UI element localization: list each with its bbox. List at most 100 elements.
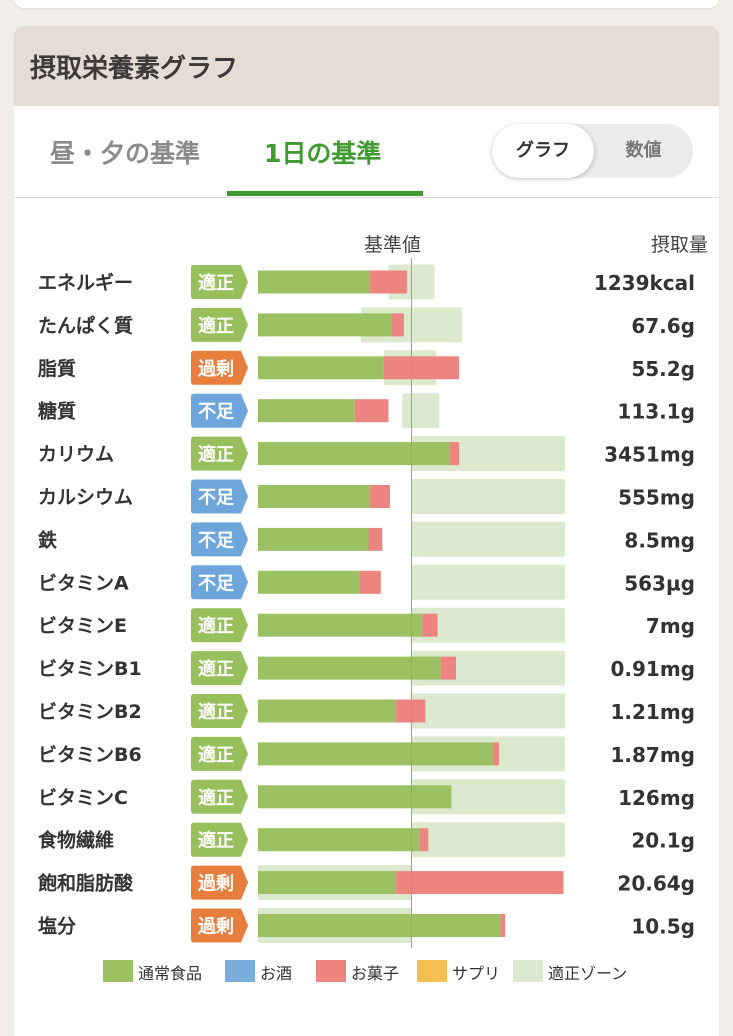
- bar-sweets: [422, 613, 438, 637]
- tab-lunch-dinner-standard[interactable]: 昼・夕の基準: [50, 139, 201, 168]
- bar-normal-food: [258, 356, 384, 380]
- bar-sweets: [419, 828, 429, 852]
- legend-label: 適正ゾーン: [548, 964, 628, 983]
- bar-normal-food: [258, 485, 371, 508]
- intake-value: 67.6g: [631, 314, 695, 338]
- bar-sweets: [396, 699, 426, 723]
- bar-normal-food: [258, 270, 371, 294]
- status-badge-label: 適正: [198, 615, 234, 637]
- toggle-graph-button[interactable]: グラフ: [492, 124, 594, 178]
- nutrient-name: 飽和脂肪酸: [37, 872, 134, 895]
- status-badge-label: 適正: [198, 444, 234, 466]
- status-badge: [191, 608, 248, 643]
- bar-sweets: [396, 871, 564, 895]
- bar-normal-food: [258, 828, 420, 852]
- intake-value: 0.91mg: [610, 657, 695, 681]
- nutrient-name: 糖質: [38, 400, 76, 423]
- status-badge: [191, 565, 248, 600]
- bar-normal-food: [258, 313, 392, 337]
- status-badge-label: 適正: [198, 701, 234, 723]
- intake-value: 126mg: [618, 786, 695, 810]
- active-tab-indicator: [227, 191, 423, 196]
- intake-value: 55.2g: [631, 357, 695, 381]
- nutrient-name: 脂質: [38, 357, 76, 380]
- bar-normal-food: [258, 527, 369, 551]
- bar-normal-food: [258, 871, 397, 895]
- status-badge-label: 不足: [198, 402, 234, 423]
- intake-value: 20.64g: [617, 872, 695, 896]
- status-badge: [191, 694, 248, 728]
- legend-label: 通常食品: [138, 964, 203, 983]
- status-badge: [191, 908, 248, 943]
- intake-value: 1239kcal: [594, 271, 695, 295]
- status-badge-label: 過剰: [198, 873, 234, 895]
- intake-value: 555mg: [618, 486, 695, 510]
- legend-swatch-alcohol: [225, 960, 255, 982]
- status-badge: [191, 393, 248, 428]
- adequate-zone: [411, 521, 565, 557]
- legend-swatch-normal-food: [103, 960, 133, 982]
- bar-sweets: [440, 656, 457, 680]
- legend-label: お酒: [260, 964, 293, 983]
- bar-normal-food: [258, 914, 501, 937]
- bar-normal-food: [258, 742, 493, 766]
- tab-daily-standard[interactable]: 1日の基準: [264, 139, 382, 168]
- intake-value: 20.1g: [631, 829, 695, 853]
- nutrient-name: カリウム: [38, 444, 114, 466]
- view-toggle: グラフ 数値: [492, 124, 693, 178]
- adequate-zone: [411, 822, 565, 858]
- bar-sweets: [370, 485, 391, 508]
- chart-legend: 通常食品 お酒 お菓子 サプリ 適正ゾーン: [90, 958, 650, 986]
- status-badge: [191, 479, 248, 514]
- intake-value: 7mg: [646, 614, 695, 638]
- status-badge: [191, 350, 248, 385]
- status-badge-label: 適正: [198, 658, 234, 680]
- adequate-zone: [411, 564, 565, 600]
- intake-value: 563µg: [624, 571, 695, 595]
- bar-sweets: [391, 313, 404, 337]
- nutrient-name: ビタミンC: [38, 787, 128, 809]
- bar-sweets: [500, 914, 506, 937]
- adequate-zone: [402, 393, 440, 429]
- nutrient-name: ビタミンB1: [38, 658, 142, 680]
- intake-value: 1.87mg: [610, 743, 695, 767]
- status-badge: [191, 436, 248, 471]
- adequate-zone: [411, 693, 565, 729]
- bar-normal-food: [258, 613, 423, 637]
- status-badge-label: 適正: [198, 830, 234, 852]
- status-badge: [191, 307, 248, 342]
- status-badge-label: 適正: [198, 315, 234, 337]
- status-badge: [191, 865, 248, 900]
- bar-normal-food: [258, 442, 450, 466]
- nutrient-name: ビタミンB6: [38, 744, 142, 766]
- intake-value: 10.5g: [631, 915, 695, 939]
- bar-normal-food: [258, 656, 441, 680]
- nutrient-name: 食物繊維: [38, 829, 114, 852]
- status-badge-label: 過剰: [198, 358, 234, 380]
- status-badge-label: 適正: [198, 744, 234, 766]
- nutrient-name: ビタミンE: [38, 615, 127, 637]
- nutrient-name: カルシウム: [38, 487, 133, 509]
- status-badge: [191, 651, 248, 686]
- card-title: 摂取栄養素グラフ: [30, 54, 239, 84]
- intake-value: 3451mg: [604, 443, 695, 467]
- nutrient-name: 鉄: [38, 528, 57, 551]
- status-badge-label: 不足: [198, 573, 234, 594]
- status-badge-label: 適正: [198, 787, 234, 809]
- legend-label: お菓子: [351, 964, 400, 983]
- intake-value: 1.21mg: [610, 700, 695, 724]
- status-badge: [191, 822, 248, 857]
- intake-column-header: 摂取量: [650, 234, 708, 256]
- nutrient-name: エネルギー: [38, 272, 133, 294]
- toggle-values-button[interactable]: 数値: [625, 140, 662, 161]
- bar-normal-food: [258, 785, 452, 809]
- reference-column-header: 基準値: [364, 234, 422, 256]
- status-badge: [191, 522, 248, 557]
- bar-sweets: [359, 570, 381, 594]
- nutrient-name: たんぱく質: [38, 314, 133, 337]
- bar-sweets: [383, 356, 460, 380]
- adequate-zone: [411, 607, 565, 643]
- bar-normal-food: [258, 699, 397, 723]
- card-header: 摂取栄養素グラフ: [14, 26, 719, 106]
- legend-label: サプリ: [452, 964, 501, 983]
